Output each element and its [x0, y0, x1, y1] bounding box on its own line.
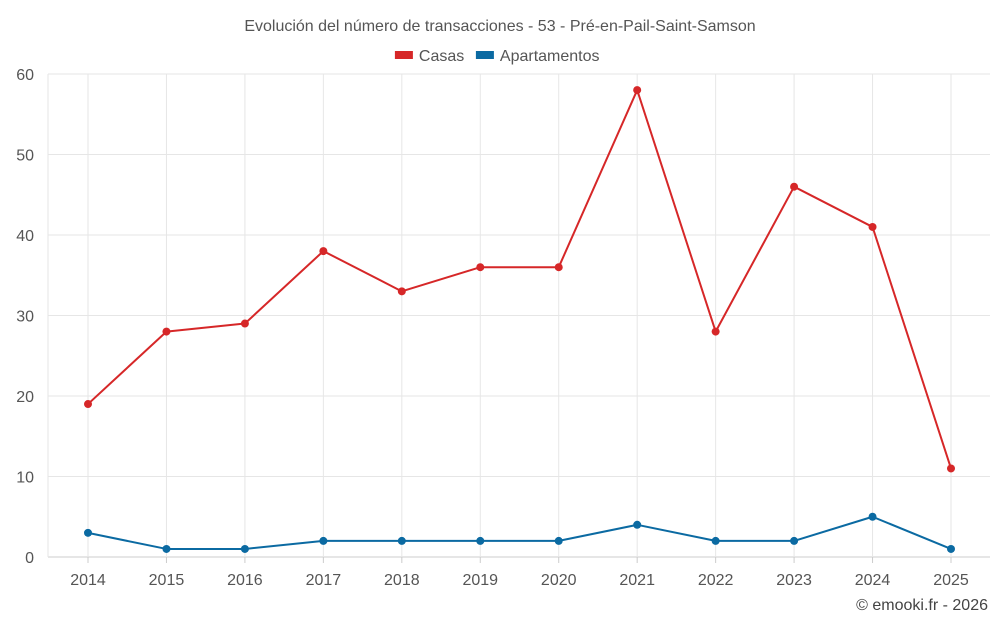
x-tick-label: 2017: [306, 572, 342, 589]
data-point: [868, 222, 877, 231]
x-tick-label: 2016: [227, 572, 263, 589]
series-line-casas: [87, 89, 952, 469]
y-axis: 0 10 20 30 40 50 60: [16, 67, 34, 567]
data-point: [790, 536, 799, 545]
legend: Casas Apartamentos: [394, 48, 600, 65]
x-axis: 2014 2015 2016 2017 2018 2019 2020 2021 2022 2023…: [70, 572, 969, 589]
credit-text: © emooki.fr - 2026: [856, 597, 988, 614]
data-point: [868, 512, 877, 521]
y-tick-label: 40: [16, 228, 34, 245]
x-tick-label: 2018: [384, 572, 420, 589]
legend-swatch: [394, 51, 413, 59]
data-point: [711, 536, 720, 545]
legend-item-apartamentos: Apartamentos: [475, 48, 600, 65]
series-line-apartamentos: [87, 515, 952, 550]
legend-item-casas: Casas: [394, 48, 464, 65]
x-tick-label: 2025: [933, 572, 969, 589]
y-tick-label: 30: [16, 309, 34, 326]
y-tick-label: 60: [16, 67, 34, 84]
data-point: [319, 247, 328, 256]
data-point: [633, 86, 642, 95]
data-point: [554, 536, 563, 545]
x-tick-label: 2015: [149, 572, 185, 589]
data-point: [554, 263, 563, 272]
y-tick-label: 20: [16, 389, 34, 406]
x-tick-label: 2022: [698, 572, 734, 589]
series-group: [84, 86, 955, 553]
data-point: [397, 287, 406, 296]
y-tick-label: 10: [16, 470, 34, 487]
data-point: [84, 528, 92, 537]
chart-title: Evolución del número de transacciones - …: [244, 18, 755, 35]
series-casas: [84, 86, 955, 473]
data-point: [162, 544, 171, 553]
x-tick-label: 2014: [70, 572, 106, 589]
x-tick-label: 2019: [462, 572, 498, 589]
data-point: [947, 464, 955, 473]
data-point: [476, 536, 485, 545]
data-point: [397, 536, 406, 545]
data-point: [240, 544, 249, 553]
data-point: [84, 400, 92, 409]
data-point: [711, 327, 720, 336]
legend-label: Casas: [419, 48, 464, 65]
x-tick-label: 2021: [619, 572, 655, 589]
series-apartamentos: [84, 512, 955, 553]
data-point: [240, 319, 249, 328]
legend-label: Apartamentos: [500, 48, 600, 65]
y-tick-label: 50: [16, 148, 34, 165]
data-point: [162, 327, 171, 336]
data-point: [790, 182, 799, 191]
data-point: [947, 544, 955, 553]
data-point: [319, 536, 328, 545]
x-tick-label: 2023: [776, 572, 812, 589]
grid: [47, 73, 990, 563]
data-point: [633, 520, 642, 529]
y-tick-label: 0: [25, 550, 34, 567]
legend-swatch: [475, 51, 494, 59]
x-tick-label: 2024: [855, 572, 891, 589]
data-point: [476, 263, 485, 272]
x-tick-label: 2020: [541, 572, 577, 589]
